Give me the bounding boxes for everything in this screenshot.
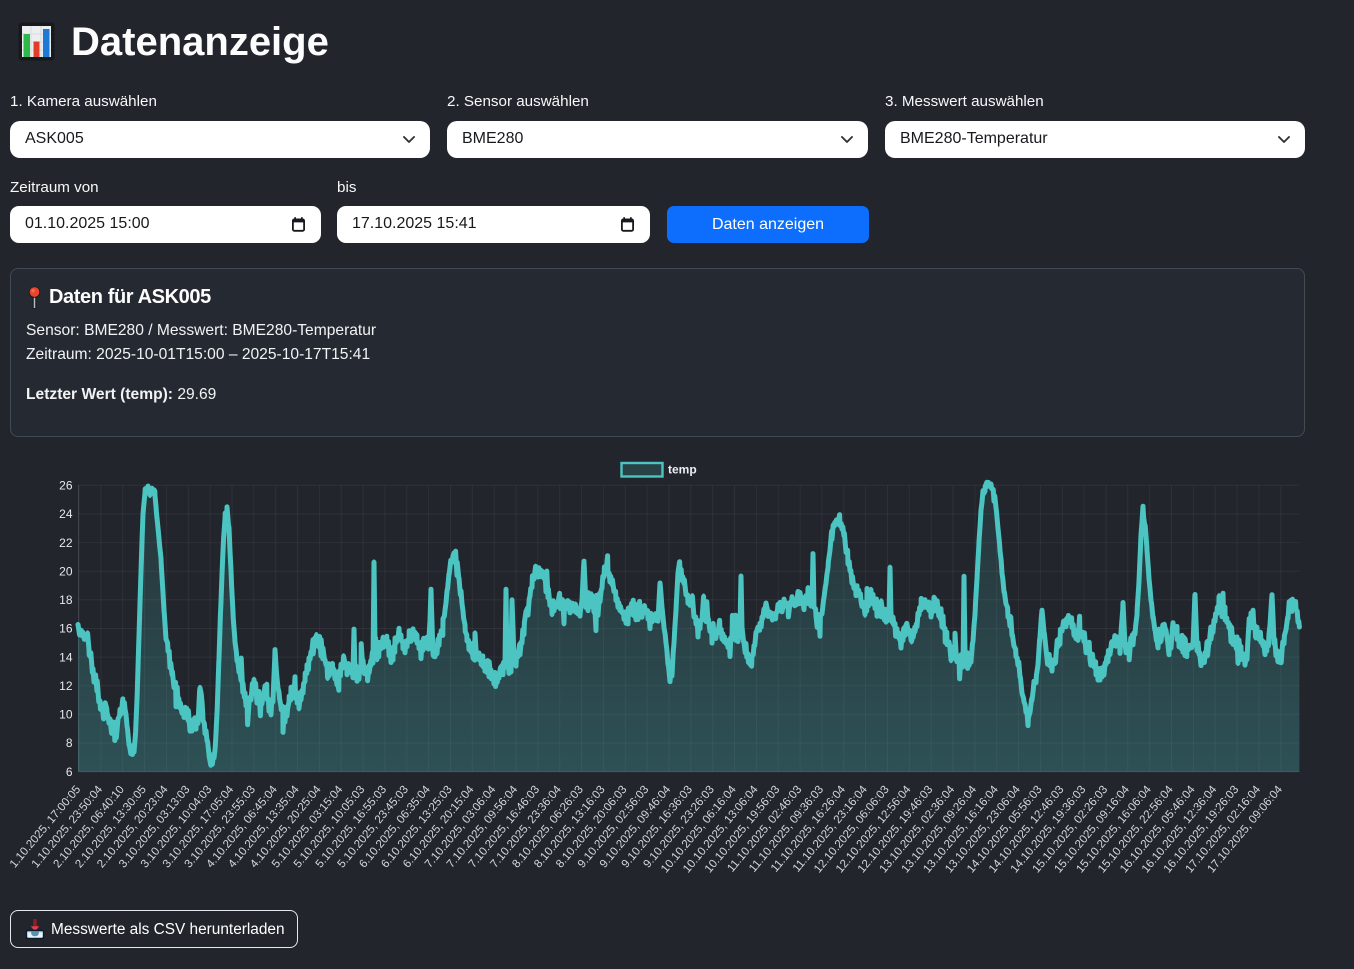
svg-text:12: 12	[59, 679, 73, 693]
svg-text:10: 10	[59, 708, 73, 722]
svg-text:8: 8	[66, 736, 73, 750]
svg-text:16: 16	[59, 622, 73, 636]
svg-text:6: 6	[66, 765, 73, 779]
svg-text:20: 20	[59, 564, 73, 578]
svg-text:temp: temp	[668, 463, 697, 477]
svg-text:26: 26	[59, 479, 73, 493]
svg-text:24: 24	[59, 507, 73, 521]
svg-text:18: 18	[59, 593, 73, 607]
svg-text:14: 14	[59, 650, 73, 664]
svg-text:22: 22	[59, 536, 73, 550]
